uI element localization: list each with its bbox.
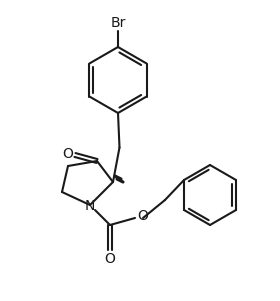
Text: O: O (137, 209, 148, 223)
Text: O: O (104, 252, 115, 266)
Text: N: N (85, 199, 95, 213)
Text: O: O (62, 147, 73, 161)
Text: Br: Br (110, 16, 126, 30)
